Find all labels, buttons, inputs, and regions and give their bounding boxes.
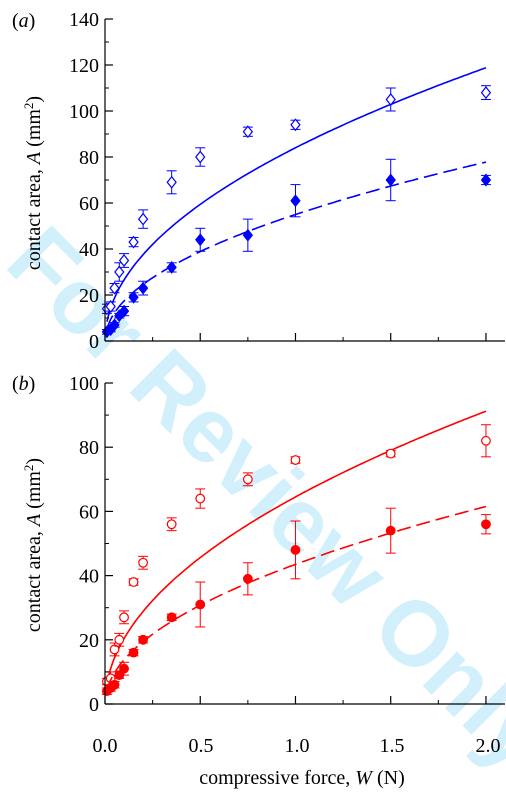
fit-curve-dashed: [106, 161, 487, 329]
data-point-open-diamond: [242, 125, 254, 139]
panel-a-label: (a): [12, 10, 35, 32]
data-point-filled-diamond: [109, 318, 120, 332]
y-axis-title-b-end: ): [23, 458, 45, 465]
y-tick-label: 20: [79, 285, 99, 307]
data-point-open-circle: [195, 493, 206, 504]
data-point-filled-circle: [109, 679, 120, 690]
x-axis-title-unit: (N): [372, 767, 405, 789]
panel-b-label: (b): [12, 373, 35, 395]
data-point-filled-circle: [481, 519, 491, 530]
x-tick-label: 0.0: [93, 735, 118, 757]
y-tick-label: 140: [69, 9, 99, 31]
data-point-open-diamond: [290, 118, 301, 132]
data-point-open-diamond: [137, 212, 149, 226]
x-axis-title: compressive force, W (N): [199, 767, 404, 789]
y-axis-title-a-symbol: A: [23, 151, 45, 166]
data-point-filled-diamond: [290, 194, 301, 208]
fit-curve-dashed: [106, 505, 487, 691]
y-tick-label: 0: [89, 694, 99, 716]
y-tick-label: 80: [79, 147, 99, 169]
y-tick-label: 120: [69, 55, 99, 77]
x-axis-title-symbol: W: [355, 767, 374, 789]
data-point-open-circle: [109, 644, 120, 655]
y-axis-title-a: contact area, A (mm2): [21, 96, 46, 270]
data-point-open-circle: [242, 474, 253, 485]
fit-curve-solid: [106, 67, 487, 322]
y-tick-label: 40: [79, 239, 99, 261]
y-tick-label: 60: [79, 501, 99, 523]
y-tick-label: 100: [69, 101, 99, 123]
x-axis-title-prefix: compressive force,: [199, 767, 355, 789]
watermark: For Review Only: [0, 208, 506, 790]
x-tick-label: 1.0: [285, 735, 310, 757]
data-point-filled-circle: [128, 647, 139, 658]
data-point-open-circle: [119, 612, 129, 623]
data-point-open-diamond: [195, 150, 206, 164]
data-point-filled-circle: [290, 545, 301, 555]
panel-b-letter: b: [19, 373, 29, 395]
data-point-filled-circle: [195, 599, 206, 610]
data-point-open-diamond: [166, 175, 177, 189]
data-point-filled-diamond: [242, 228, 254, 242]
data-point-open-diamond: [109, 281, 120, 295]
panel-a-letter: a: [19, 10, 29, 32]
panel-b-series-layer: [101, 410, 491, 697]
data-point-filled-circle: [242, 573, 253, 584]
data-point-open-circle: [166, 519, 177, 530]
data-point-filled-diamond: [166, 260, 177, 274]
data-point-open-diamond: [385, 93, 396, 106]
data-point-open-diamond: [114, 265, 125, 279]
x-tick-label: 2.0: [476, 735, 501, 757]
data-point-open-circle: [128, 577, 139, 587]
data-point-open-circle: [290, 455, 301, 465]
data-point-open-circle: [481, 435, 491, 446]
y-axis-title-a-end: ): [23, 96, 45, 103]
data-point-filled-circle: [166, 612, 177, 623]
data-point-filled-diamond: [385, 173, 396, 187]
x-tick-labels: 0.0 0.5 1.0 1.5 2.0: [93, 735, 501, 757]
data-point-open-diamond: [128, 235, 139, 249]
data-point-filled-diamond: [195, 233, 206, 247]
y-axis-title-a-prefix: contact area,: [23, 164, 45, 270]
data-point-filled-diamond: [118, 304, 130, 318]
data-point-open-diamond: [480, 86, 492, 100]
fit-curve-solid: [106, 410, 487, 684]
y-tick-label: 40: [79, 566, 99, 588]
data-point-filled-circle: [119, 663, 129, 674]
data-point-open-diamond: [105, 300, 116, 313]
data-point-open-circle: [385, 448, 396, 459]
data-point-open-circle: [114, 634, 125, 645]
y-tick-label: 80: [79, 437, 99, 459]
panel-b-chart: (b) 0 20 40 60 80 100: [12, 373, 505, 716]
y-tick-label: 20: [79, 630, 99, 652]
data-point-filled-diamond: [128, 290, 139, 304]
data-point-filled-diamond: [137, 281, 149, 295]
data-point-filled-circle: [138, 634, 148, 645]
y-axis-title-a-unit: (mm: [23, 109, 45, 152]
x-tick-label: 0.5: [189, 735, 214, 757]
data-point-open-diamond: [118, 254, 130, 267]
data-point-filled-diamond: [480, 173, 492, 187]
y-axis-title-a-sup: 2: [21, 103, 36, 110]
y-axis-title-b-unit: (mm: [23, 471, 45, 514]
x-tick-label: 1.5: [380, 735, 405, 757]
panel-a-series-layer: [101, 67, 492, 339]
y-tick-label: 60: [79, 193, 99, 215]
data-point-filled-circle: [385, 525, 396, 536]
y-tick-label: 100: [69, 373, 99, 395]
data-point-open-circle: [138, 557, 148, 568]
y-tick-label: 0: [89, 331, 99, 353]
y-axis-title-b-symbol: A: [23, 513, 45, 528]
panel-a-chart: (a) 0 20 40 60 80 100 120 140: [12, 9, 505, 353]
y-axis-title-b: contact area, A (mm2): [21, 458, 46, 632]
y-axis-title-b-sup: 2: [21, 465, 36, 472]
y-axis-title-b-prefix: contact area,: [23, 526, 45, 632]
